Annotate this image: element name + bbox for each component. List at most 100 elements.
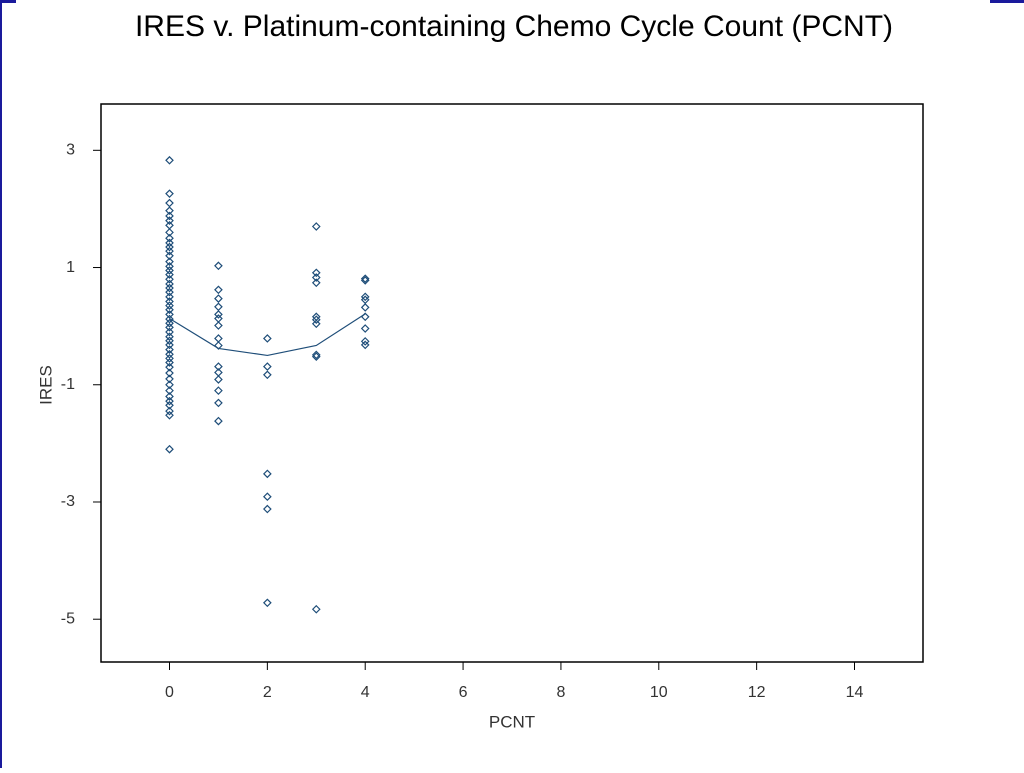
x-tick-label: 8 [556,684,565,701]
point [214,310,223,319]
slide-corner [0,0,16,3]
point [165,305,174,315]
point [214,362,223,371]
point [311,319,321,329]
point [165,340,174,350]
fit-line [169,313,366,357]
point [165,262,174,271]
y-axis-label: IRES [36,365,55,405]
point [263,334,272,343]
point [165,216,174,225]
point [165,220,174,230]
point [263,370,272,380]
x-tick-label: 12 [748,684,766,701]
point [165,386,174,395]
point [214,386,223,395]
x-tick-label: 4 [361,684,370,701]
point [263,492,272,502]
point [263,469,272,479]
x-tick-label: 0 [165,684,174,701]
point [214,334,223,343]
point [165,345,174,354]
point [360,274,370,284]
point [360,276,370,285]
point [165,380,174,390]
point [165,251,174,261]
x-tick-label: 14 [846,684,864,701]
point [165,155,174,165]
point [165,310,174,319]
point [165,322,174,332]
x-tick-label: 10 [650,684,668,701]
point [165,287,174,297]
point [165,297,174,306]
point [311,222,321,231]
point [165,242,174,252]
point [214,398,223,408]
point [165,332,174,342]
point [214,261,223,271]
y-tick-label: 3 [66,142,75,159]
point [214,285,223,295]
y-tick-label: 1 [66,259,75,276]
x-axis-label: PCNT [489,712,535,731]
point [165,444,174,454]
point [165,238,174,248]
y-tick-label: -5 [61,610,75,627]
x-tick-label: 6 [459,684,468,701]
point [165,266,174,275]
point [165,392,174,401]
point [311,278,321,288]
point [165,314,174,324]
point [311,352,321,361]
point [263,504,272,514]
point [165,233,174,243]
point [311,604,321,614]
point [311,315,321,325]
point [165,246,174,256]
point [165,270,174,279]
point [214,416,223,426]
point [165,189,174,199]
point [311,273,321,282]
point [214,375,223,384]
point [165,211,174,221]
point [165,374,174,384]
point [360,292,370,302]
point [360,303,370,312]
point [165,292,174,302]
point [165,318,174,328]
point [165,257,174,267]
point [360,337,370,346]
point [165,349,174,359]
slide-corner [990,0,1024,3]
point [165,206,174,216]
point [165,283,174,293]
point [214,321,223,330]
point [360,340,370,350]
point [311,350,321,360]
point [165,279,174,289]
point [263,598,272,608]
point [165,354,174,363]
point [165,301,174,310]
point [165,198,174,208]
point [165,410,174,420]
point [165,400,174,410]
point [263,362,272,371]
point [165,358,174,367]
point [214,302,223,312]
point [165,228,174,237]
x-tick-label: 2 [263,684,272,701]
point [165,368,174,378]
point [165,396,174,406]
plot-frame [100,103,924,663]
point [165,327,174,337]
chart-title: IRES v. Platinum-containing Chemo Cycle … [135,10,893,43]
point [165,274,174,284]
y-tick-label: -1 [61,376,75,393]
y-tick-label: -3 [61,493,75,510]
point [311,268,321,278]
point [165,406,174,416]
